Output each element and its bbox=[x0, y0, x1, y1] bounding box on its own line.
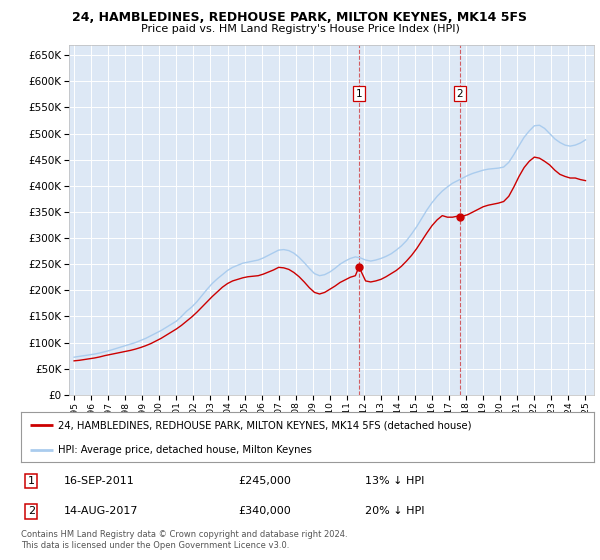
Text: 20% ↓ HPI: 20% ↓ HPI bbox=[365, 506, 424, 516]
Text: 16-SEP-2011: 16-SEP-2011 bbox=[64, 476, 135, 486]
Text: Price paid vs. HM Land Registry's House Price Index (HPI): Price paid vs. HM Land Registry's House … bbox=[140, 24, 460, 34]
Text: 2: 2 bbox=[28, 506, 35, 516]
Text: £245,000: £245,000 bbox=[239, 476, 292, 486]
Text: 1: 1 bbox=[28, 476, 35, 486]
Text: 24, HAMBLEDINES, REDHOUSE PARK, MILTON KEYNES, MK14 5FS: 24, HAMBLEDINES, REDHOUSE PARK, MILTON K… bbox=[73, 11, 527, 24]
Text: 24, HAMBLEDINES, REDHOUSE PARK, MILTON KEYNES, MK14 5FS (detached house): 24, HAMBLEDINES, REDHOUSE PARK, MILTON K… bbox=[58, 420, 472, 430]
Text: 1: 1 bbox=[356, 89, 362, 99]
Text: £340,000: £340,000 bbox=[239, 506, 292, 516]
Text: Contains HM Land Registry data © Crown copyright and database right 2024.
This d: Contains HM Land Registry data © Crown c… bbox=[21, 530, 347, 550]
Text: 14-AUG-2017: 14-AUG-2017 bbox=[64, 506, 139, 516]
Text: HPI: Average price, detached house, Milton Keynes: HPI: Average price, detached house, Milt… bbox=[58, 445, 312, 455]
Text: 13% ↓ HPI: 13% ↓ HPI bbox=[365, 476, 424, 486]
Text: 2: 2 bbox=[457, 89, 463, 99]
